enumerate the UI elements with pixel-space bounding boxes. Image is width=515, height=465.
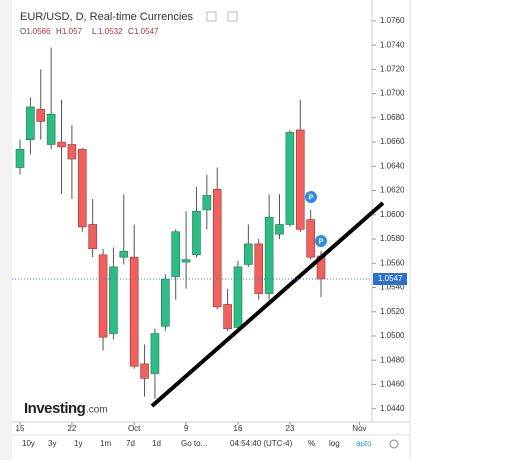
- candle-body: [264, 216, 274, 294]
- last-price-box: [373, 273, 407, 286]
- candle-body: [306, 219, 315, 258]
- range-button[interactable]: 1d: [152, 439, 161, 448]
- ohlc-value: 1.057: [62, 27, 83, 36]
- y-tick-label: 1.0720: [380, 64, 405, 73]
- percent-button[interactable]: %: [308, 439, 315, 448]
- ohlc-legend: O 1.0566 H 1.057 L 1.0532 C 1.0547: [20, 27, 159, 36]
- candle-body: [150, 333, 160, 374]
- candle-body: [223, 304, 232, 329]
- candle-body: [295, 129, 305, 230]
- y-tick-label: 1.0740: [380, 40, 405, 49]
- plot: [15, 47, 326, 399]
- settings-button[interactable]: [389, 439, 399, 449]
- candle-body: [202, 195, 212, 211]
- y-tick-label: 1.0620: [380, 186, 405, 195]
- event-marker[interactable]: [315, 235, 327, 247]
- y-tick-label: 1.0520: [380, 307, 405, 316]
- ohlc-key: O: [20, 27, 26, 36]
- range-button[interactable]: 1m: [100, 439, 111, 448]
- candle-body: [233, 266, 243, 328]
- candle-body: [119, 250, 129, 258]
- candle-body: [285, 132, 295, 225]
- candle-body: [244, 243, 253, 265]
- candle-body: [57, 141, 66, 148]
- candle-body: [98, 254, 108, 338]
- range-button[interactable]: 1y: [74, 439, 82, 448]
- candle-body: [46, 113, 56, 145]
- auto-button[interactable]: auto: [356, 439, 372, 448]
- x-tick-label: 23: [285, 424, 294, 433]
- ohlc-key: H: [56, 27, 62, 36]
- y-tick-label: 1.0460: [380, 380, 405, 389]
- candle-body: [171, 231, 180, 277]
- x-tick-label: 15: [16, 424, 25, 433]
- range-button[interactable]: 10y: [22, 439, 35, 448]
- ohlc-key: L: [92, 27, 97, 36]
- candle-body: [275, 224, 284, 235]
- y-tick-label: 1.0680: [380, 113, 405, 122]
- candle-body: [212, 189, 222, 308]
- x-tick-label: 16: [234, 424, 243, 433]
- logo: Investing: [24, 400, 86, 417]
- goto-button[interactable]: Go to...: [181, 439, 207, 448]
- range-button[interactable]: 3y: [48, 439, 56, 448]
- candle-body: [254, 243, 264, 294]
- y-tick-label: 1.0540: [380, 283, 405, 292]
- candle-body: [140, 363, 149, 379]
- x-tick-label: Nov: [352, 424, 366, 433]
- ohlc-value: 1.0547: [134, 27, 159, 36]
- y-tick-label: 1.0660: [380, 137, 405, 146]
- clock: 04:54:40 (UTC-4): [230, 439, 293, 448]
- log-button[interactable]: log: [329, 439, 340, 448]
- x-tick-label: 9: [184, 424, 189, 433]
- y-tick-label: 1.0480: [380, 355, 405, 364]
- x-tick-label: Oct: [128, 424, 141, 433]
- event-marker-label: P: [309, 194, 314, 201]
- candle-body: [15, 149, 25, 168]
- candle-body: [77, 149, 87, 228]
- candle-body: [26, 106, 35, 140]
- icon-box[interactable]: [227, 11, 238, 22]
- event-marker[interactable]: [305, 191, 317, 203]
- left-strip: [0, 0, 12, 460]
- ohlc-value: 1.0566: [26, 27, 51, 36]
- y-tick-label: 1.0440: [380, 404, 405, 413]
- x-tick-label: 22: [67, 424, 76, 433]
- y-tick-label: 1.0500: [380, 331, 405, 340]
- candle-body: [88, 224, 97, 250]
- y-tick-label: 1.0700: [380, 89, 405, 98]
- candle-body: [129, 256, 139, 367]
- logo-suffix: .com: [86, 405, 108, 416]
- icon-box[interactable]: [206, 11, 217, 22]
- event-marker-label: P: [319, 238, 324, 245]
- ohlc-key: C: [128, 27, 134, 36]
- chart-title: EUR/USD, D, Real-time Currencies: [20, 11, 193, 23]
- y-tick-label: 1.0560: [380, 258, 405, 267]
- candle-body: [161, 278, 170, 327]
- y-tick-label: 1.0580: [380, 234, 405, 243]
- candle-body: [192, 210, 201, 256]
- ohlc-value: 1.0532: [98, 27, 123, 36]
- candle-body: [36, 109, 46, 122]
- candle-body: [181, 259, 191, 263]
- candle-body: [109, 266, 118, 334]
- y-tick-label: 1.0760: [380, 16, 405, 25]
- y-tick-label: 1.0600: [380, 210, 405, 219]
- candle-body: [67, 144, 77, 160]
- trend-line[interactable]: [150, 201, 385, 408]
- last-price-label: 1.0547: [378, 274, 403, 283]
- toolbar: 10y 3y 1y 1m 7d 1d Go to... 04:54:40 (UTC-4)% lo…: [22, 439, 399, 449]
- range-button[interactable]: 7d: [126, 439, 135, 448]
- y-tick-label: 1.0640: [380, 161, 405, 170]
